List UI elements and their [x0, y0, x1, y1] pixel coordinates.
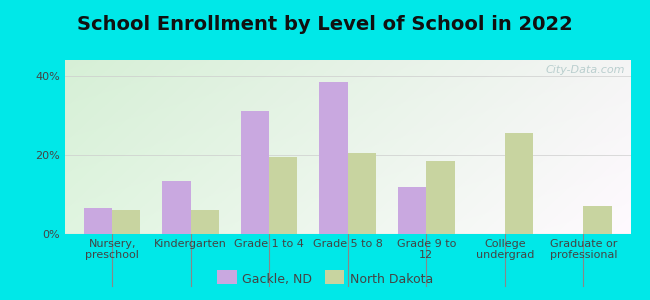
Bar	[348, 153, 376, 234]
Bar	[505, 133, 533, 234]
Bar	[162, 181, 190, 234]
Bar	[584, 206, 612, 234]
Bar	[320, 82, 348, 234]
Text: City-Data.com: City-Data.com	[545, 65, 625, 75]
Text: School Enrollment by Level of School in 2022: School Enrollment by Level of School in …	[77, 15, 573, 34]
Bar	[84, 208, 112, 234]
Bar	[190, 210, 219, 234]
Bar	[241, 111, 269, 234]
Bar	[112, 210, 140, 234]
Bar	[398, 187, 426, 234]
Legend: Gackle, ND, North Dakota: Gackle, ND, North Dakota	[212, 268, 438, 291]
Bar	[426, 161, 454, 234]
Bar	[269, 157, 298, 234]
